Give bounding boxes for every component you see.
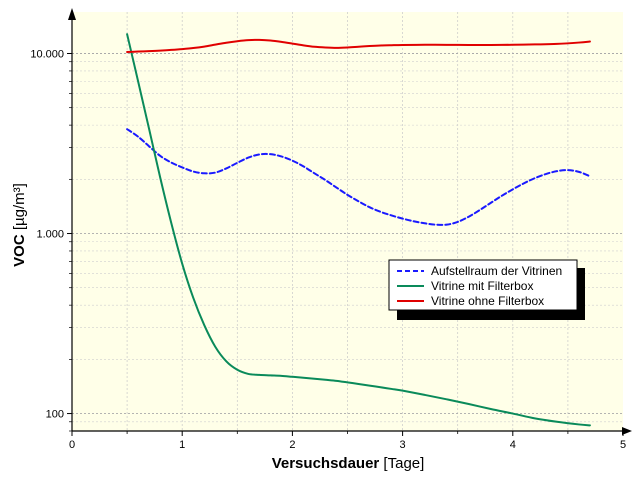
series-line-1 xyxy=(126,128,591,226)
y-tick-label: 1.000 xyxy=(36,229,64,241)
x-axis-title-bold: Versuchsdauer xyxy=(272,455,380,472)
grid xyxy=(72,12,623,432)
legend-label: Vitrine ohne Filterbox xyxy=(431,294,544,308)
x-tick-label: 0 xyxy=(69,439,75,451)
series-line-2 xyxy=(126,33,591,427)
legend-label: Aufstellraum der Vitrinen xyxy=(431,264,562,278)
x-axis-arrow xyxy=(622,427,632,435)
x-axis-title-unit: [Tage] xyxy=(379,455,424,472)
x-axis-title: Versuchsdauer [Tage] xyxy=(272,455,425,472)
y-tick-label: 10.000 xyxy=(30,48,64,60)
y-tick-label: 100 xyxy=(46,409,64,421)
x-tick-label: 3 xyxy=(400,439,406,451)
x-tick-label: 4 xyxy=(510,439,516,451)
series-line-3 xyxy=(126,38,591,53)
legend-label: Vitrine mit Filterbox xyxy=(431,279,533,293)
y-axis-title: VOC [µg/m³] xyxy=(11,183,28,267)
x-ticks: 0 1 2 3 4 5 xyxy=(69,431,626,451)
y-ticks: 100 1.000 10.000 xyxy=(30,48,72,432)
y-axis-title-bold: VOC xyxy=(11,234,28,267)
series-lines xyxy=(126,33,591,427)
x-tick-label: 5 xyxy=(620,439,626,451)
x-tick-label: 2 xyxy=(289,439,295,451)
y-axis-title-unit: [µg/m³] xyxy=(11,183,28,234)
x-tick-label: 1 xyxy=(179,439,185,451)
axes xyxy=(68,8,632,435)
y-axis-arrow xyxy=(68,8,76,20)
